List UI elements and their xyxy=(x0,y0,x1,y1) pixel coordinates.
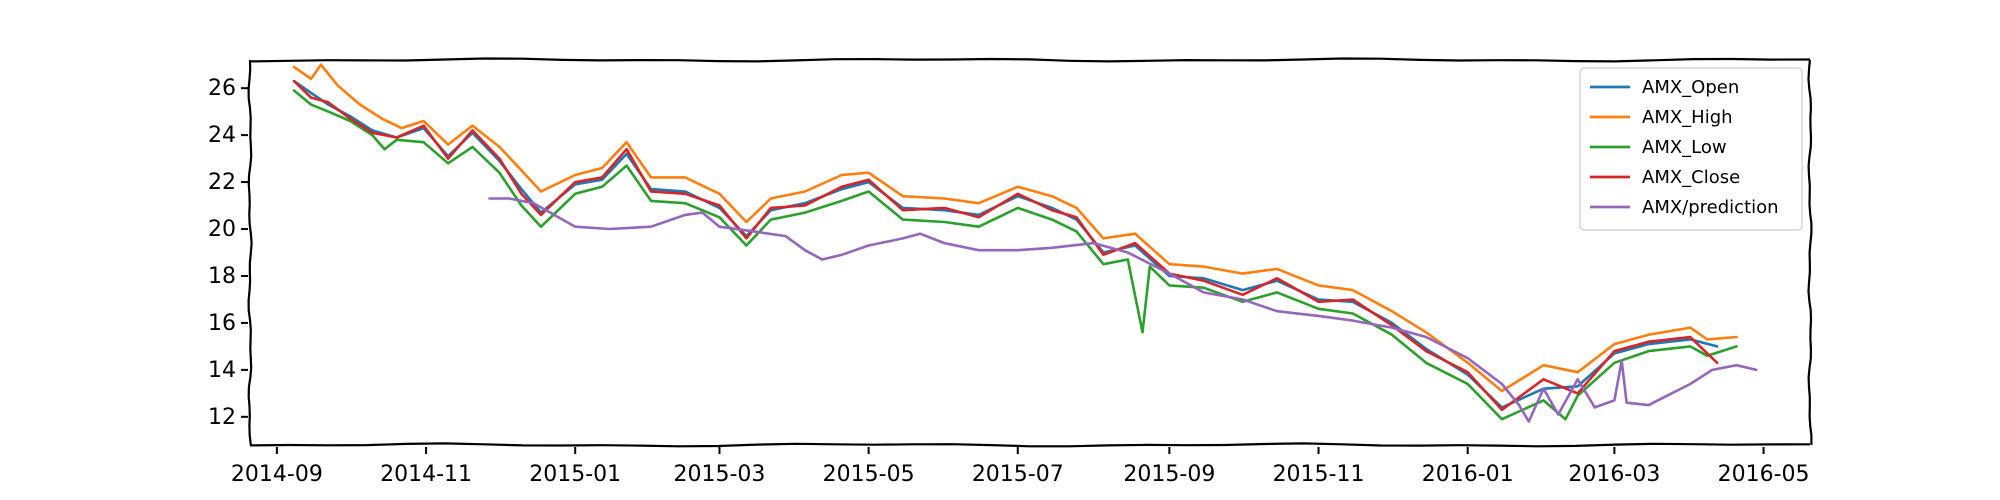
y-tick-label: 16 xyxy=(208,311,236,336)
y-tick-label: 22 xyxy=(208,170,236,195)
x-tick-label: 2015-07 xyxy=(972,462,1064,487)
x-tick-label: 2015-01 xyxy=(529,462,621,487)
y-tick-label: 24 xyxy=(208,123,236,148)
series-layer xyxy=(292,63,1758,423)
x-tick-label: 2014-09 xyxy=(231,462,323,487)
axes-spine-top xyxy=(249,57,1811,63)
x-tick-label: 2015-11 xyxy=(1273,462,1365,487)
series-line-amx-high xyxy=(292,63,1738,393)
axes-spine-bottom xyxy=(249,442,1811,448)
legend-box xyxy=(1579,67,1803,231)
y-tick-label: 18 xyxy=(208,264,236,289)
y-axis: 12 14 16 18 20 22 24 26 xyxy=(208,76,248,430)
legend: AMX_Open AMX_High AMX_Low AMX_Close AMX/pred… xyxy=(1579,67,1803,231)
y-tick-label: 20 xyxy=(208,217,236,242)
axes-frame xyxy=(247,57,1813,448)
series-line-amx-close xyxy=(292,79,1719,412)
series-line-amx-prediction xyxy=(488,197,1758,423)
legend-label: AMX/prediction xyxy=(1642,197,1779,218)
y-tick-label: 14 xyxy=(208,358,236,383)
legend-label: AMX_High xyxy=(1642,107,1733,128)
legend-label: AMX_Close xyxy=(1642,167,1740,188)
axes-spine-right xyxy=(1807,59,1813,445)
x-axis: 2014-09 2014-11 2015-01 2015-03 2015-05 2015-… xyxy=(231,447,1810,487)
series-line-amx-open xyxy=(292,79,1719,409)
series-line-amx-low xyxy=(292,89,1738,421)
axes-spine-left xyxy=(247,59,253,446)
x-tick-label: 2016-01 xyxy=(1422,462,1514,487)
x-tick-label: 2015-03 xyxy=(674,462,766,487)
x-tick-label: 2015-05 xyxy=(823,462,915,487)
x-tick-label: 2015-09 xyxy=(1123,462,1215,487)
y-tick-label: 26 xyxy=(208,76,236,101)
y-tick-label: 12 xyxy=(208,405,236,430)
legend-label: AMX_Low xyxy=(1642,137,1727,158)
x-tick-label: 2016-05 xyxy=(1718,462,1810,487)
x-tick-label: 2014-11 xyxy=(380,462,472,487)
x-tick-label: 2016-03 xyxy=(1568,462,1660,487)
legend-label: AMX_Open xyxy=(1642,77,1739,98)
